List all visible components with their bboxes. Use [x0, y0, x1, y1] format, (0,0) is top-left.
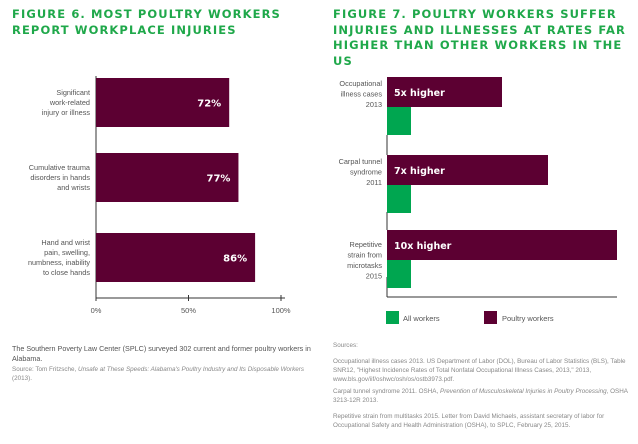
bar-data-label: 10x higher — [394, 241, 452, 252]
poultry-bar-3 — [387, 230, 617, 260]
bar-1 — [96, 78, 230, 127]
x-tick-label: 100% — [271, 306, 291, 315]
source-suffix: , OSHA 3213-12R 2013. — [333, 388, 628, 404]
sources-heading: Sources: — [333, 342, 358, 349]
legend-label-all-workers: All workers — [403, 314, 440, 323]
bar-data-label: 86% — [223, 254, 247, 265]
source-2: Carpal tunnel syndrome 2011. OSHA, Preve… — [333, 388, 633, 406]
source-title: Unsafe at These Speeds: Alabama's Poultr… — [78, 366, 305, 373]
x-tick-label: 0% — [91, 306, 102, 315]
category-label: Carpal tunnel syndrome 2011 — [339, 157, 383, 187]
all-workers-bar-3 — [387, 260, 411, 288]
category-label: Hand and wrist pain, swelling, numbness, i… — [28, 238, 90, 277]
x-tick-label: 50% — [181, 306, 196, 315]
bar-data-label: 77% — [207, 174, 231, 185]
source-prefix: Carpal tunnel syndrome 2011. OSHA, — [333, 388, 440, 395]
legend-swatch-all-workers — [386, 311, 399, 324]
figure-6-title: FIGURE 6. MOST POULTRY WORKERS REPORT WO… — [12, 7, 281, 37]
source-title: Prevention of Musculoskeletal Injuries i… — [440, 388, 607, 395]
bar-data-label: 72% — [197, 99, 221, 110]
legend-label-poultry-workers: Poultry workers — [502, 314, 554, 323]
source-1: Occupational illness cases 2013. US Depa… — [333, 358, 626, 383]
category-label: Repetitive strain from microtasks 2015 — [347, 240, 382, 281]
bar-data-label: 5x higher — [394, 88, 445, 99]
bar-2 — [96, 153, 239, 202]
all-workers-bar-2 — [387, 185, 411, 213]
bar-3 — [96, 233, 256, 282]
figure-6-source: Source: Tom Fritzsche, Unsafe at These S… — [12, 366, 312, 384]
source-prefix: Source: Tom Fritzsche, — [12, 366, 79, 373]
category-label: Occupational illness cases 2013 — [339, 79, 382, 109]
source-suffix: (2013). — [12, 374, 32, 382]
bar-data-label: 7x higher — [394, 166, 445, 177]
figure-7-title: FIGURE 7. POULTRY WORKERS SUFFER INJURIE… — [333, 7, 626, 68]
category-label: Significant work-related injury or illness — [42, 88, 91, 117]
legend-swatch-poultry-workers — [484, 311, 497, 324]
poultry-bar-1 — [387, 77, 502, 107]
all-workers-bar-1 — [387, 107, 411, 135]
source-3: Repetitive strain from multitasks 2015. … — [333, 413, 605, 429]
figure-6-note: The Southern Poverty Law Center (SPLC) s… — [12, 344, 311, 363]
poultry-bar-2 — [387, 155, 548, 185]
category-label: Cumulative trauma disorders in hands and w… — [29, 163, 91, 192]
